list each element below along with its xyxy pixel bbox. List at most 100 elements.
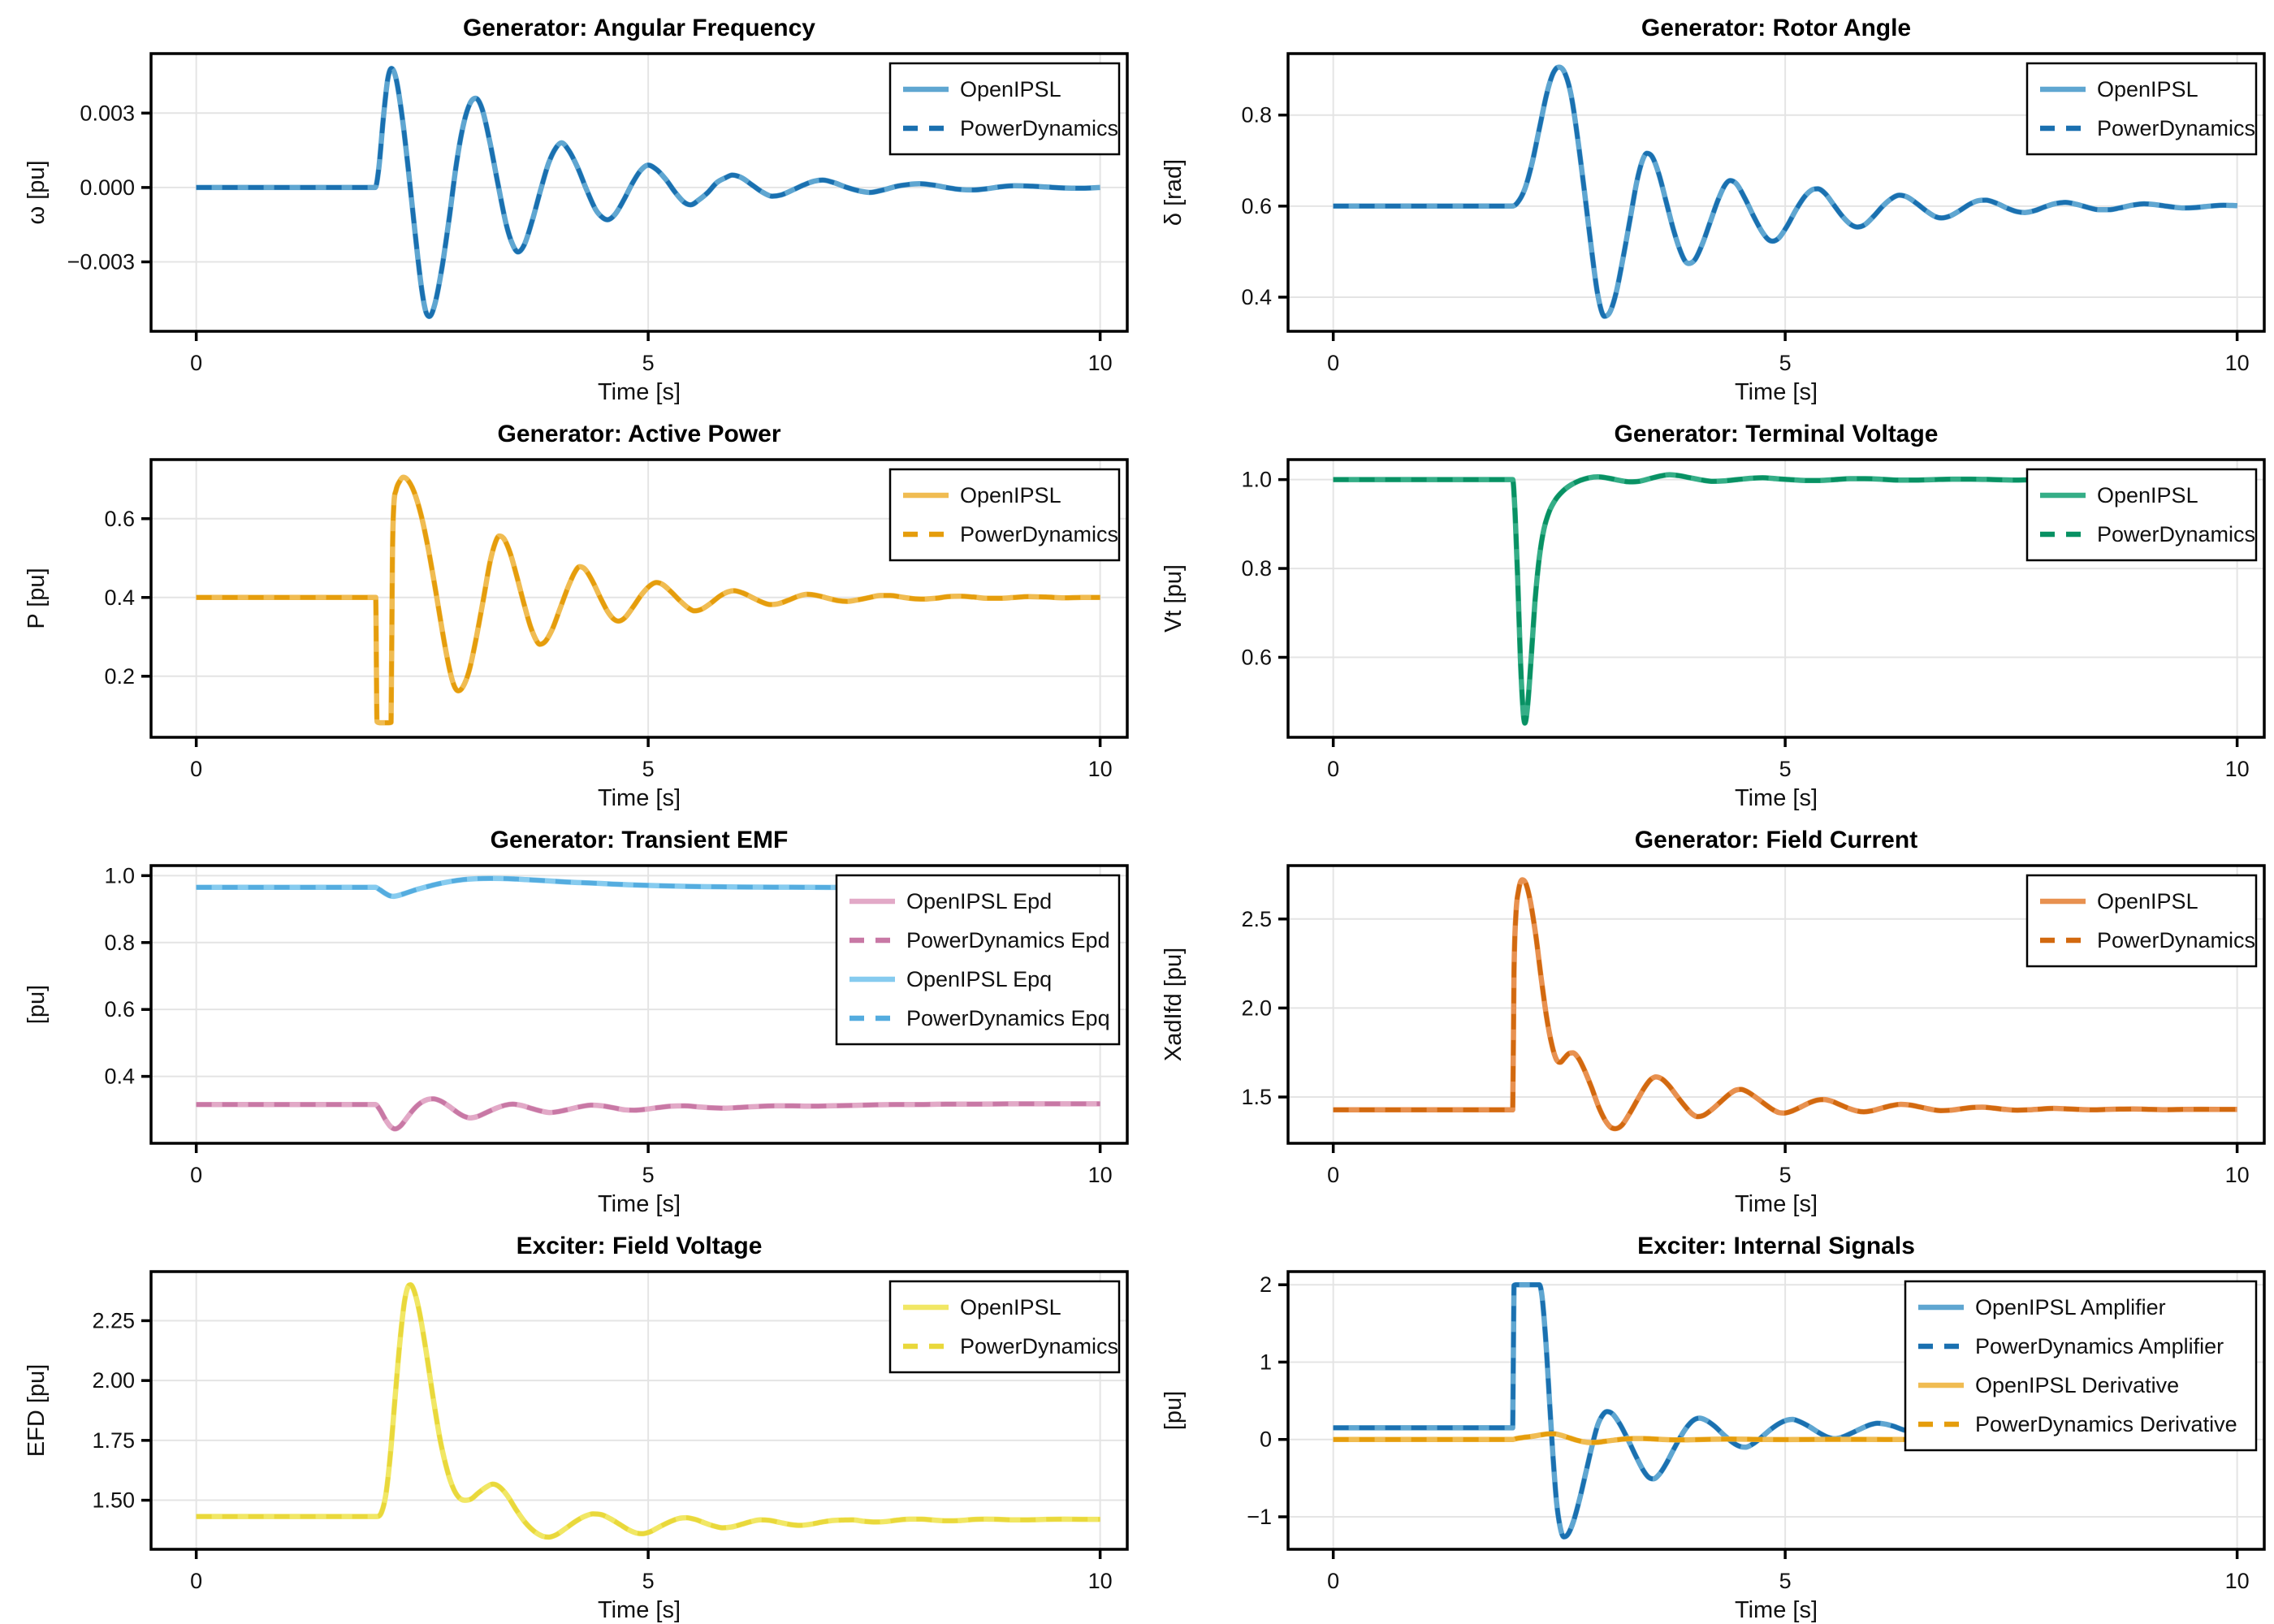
- legend: OpenIPSL PowerDynamics: [2025, 468, 2258, 562]
- x-axis-label: Time [s]: [598, 379, 681, 405]
- transient-emf-canvas: 0 5 10 1.0 0.8 0.6 0.4 Time [s] [pu] Generator: T…: [24, 827, 1129, 1217]
- plot-title: Generator: Rotor Angle: [1641, 15, 1911, 41]
- series-powerdynamics: [1333, 472, 2237, 726]
- y-axis-label: EFD [pu]: [24, 1364, 50, 1457]
- y-tick-label: 1.0: [1241, 468, 1272, 492]
- y-tick-label: 0.4: [104, 585, 135, 610]
- active-power-canvas: 0 5 10 0.6 0.4 0.2 Time [s] P [pu] Generator: Ac…: [24, 421, 1129, 811]
- legend-box: [2025, 468, 2258, 562]
- x-tick-label: 10: [2225, 757, 2250, 781]
- terminal-voltage-canvas: 0 5 10 1.0 0.8 0.6 Time [s] Vt [pu] Generator: T…: [1161, 421, 2266, 811]
- legend: OpenIPSL Amplifier PowerDynamics Amplifie…: [1904, 1280, 2258, 1452]
- subplot-angular-frequency: 0 5 10 0.003 0.000 −0.003 Time [s] ω [pu] Genera…: [0, 0, 1137, 406]
- y-tick-label: 1.0: [104, 863, 135, 888]
- x-axis-label: Time [s]: [1735, 1597, 1818, 1623]
- y-tick-label: 0.6: [104, 997, 135, 1021]
- y-tick-label: 0: [1260, 1427, 1272, 1452]
- plot-frame: [149, 52, 1129, 333]
- y-tick-label: 1.5: [1241, 1085, 1272, 1109]
- legend-label: PowerDynamics Derivative: [1975, 1412, 2237, 1436]
- y-axis-label: Vt [pu]: [1161, 564, 1187, 633]
- legend-label: OpenIPSL: [2097, 77, 2198, 102]
- subplot-active-power: 0 5 10 0.6 0.4 0.2 Time [s] P [pu] Generator: Ac…: [0, 406, 1137, 812]
- subplot-field-current: 0 5 10 2.5 2.0 1.5 Time [s] XadIfd [pu] Generato…: [1137, 812, 2274, 1218]
- series-powerdynamics: [196, 66, 1100, 319]
- x-axis-label: Time [s]: [598, 785, 681, 811]
- subplot-transient-emf: 0 5 10 1.0 0.8 0.6 0.4 Time [s] [pu] Generator: T…: [0, 812, 1137, 1218]
- legend-label: OpenIPSL Amplifier: [1975, 1295, 2166, 1320]
- legend-box: [888, 1280, 1121, 1374]
- legend-label: PowerDynamics: [2097, 522, 2255, 546]
- x-tick-label: 0: [190, 1569, 202, 1593]
- y-tick-label: 1: [1260, 1350, 1272, 1374]
- legend-label: PowerDynamics Epd: [906, 928, 1110, 952]
- subplot-terminal-voltage: 0 5 10 1.0 0.8 0.6 Time [s] Vt [pu] Generator: T…: [1137, 406, 2274, 812]
- legend: OpenIPSL PowerDynamics: [888, 1280, 1121, 1374]
- x-tick-label: 10: [1088, 1569, 1113, 1593]
- y-tick-label: 0.003: [80, 101, 135, 125]
- x-tick-label: 0: [1327, 757, 1339, 781]
- subplot-internal-signals: 0 5 10 2 1 0 −1 Time [s] [pu] Exciter: Internal S…: [1137, 1218, 2274, 1624]
- legend: OpenIPSL PowerDynamics: [2025, 62, 2258, 156]
- subplot-field-voltage: 0 5 10 2.25 2.00 1.75 1.50 Time [s] EFD [pu] Exci…: [0, 1218, 1137, 1624]
- x-tick-label: 5: [1779, 1163, 1792, 1187]
- legend: OpenIPSL Epd PowerDynamics Epd OpenIPSL Ep…: [835, 874, 1121, 1046]
- field-current-canvas: 0 5 10 2.5 2.0 1.5 Time [s] XadIfd [pu] Generato…: [1161, 827, 2266, 1217]
- y-tick-label: 0.4: [104, 1065, 135, 1089]
- x-tick-label: 5: [642, 351, 655, 375]
- x-tick-label: 0: [1327, 351, 1339, 375]
- y-axis-label: [pu]: [1161, 1391, 1187, 1430]
- legend-box: [2025, 874, 2258, 968]
- plot-frame: [149, 864, 1129, 1145]
- y-tick-label: 0.4: [1241, 285, 1272, 309]
- y-tick-label: 0.8: [104, 931, 135, 955]
- series-powerdynamics-derivative: [1333, 1432, 2237, 1445]
- plot-title: Generator: Transient EMF: [491, 827, 789, 853]
- series-openipsl: [1333, 64, 2237, 319]
- y-tick-label: −0.003: [67, 250, 135, 274]
- plot-frame: [1286, 458, 2266, 739]
- series-powerdynamics: [196, 1282, 1100, 1540]
- y-axis-label: P [pu]: [24, 568, 50, 628]
- angular-frequency-canvas: 0 5 10 0.003 0.000 −0.003 Time [s] ω [pu] Genera…: [24, 15, 1129, 405]
- y-tick-label: 2.5: [1241, 907, 1272, 931]
- x-tick-label: 5: [642, 1163, 655, 1187]
- x-axis-label: Time [s]: [598, 1597, 681, 1623]
- x-tick-label: 10: [2225, 1569, 2250, 1593]
- x-tick-label: 10: [1088, 1163, 1113, 1187]
- x-tick-label: 0: [190, 351, 202, 375]
- legend-label: PowerDynamics: [960, 1334, 1118, 1358]
- x-axis-label: Time [s]: [598, 1191, 681, 1217]
- legend-label: PowerDynamics: [2097, 116, 2255, 140]
- legend-label: PowerDynamics Epq: [906, 1006, 1110, 1030]
- x-tick-label: 10: [2225, 351, 2250, 375]
- y-axis-label: δ [rad]: [1161, 159, 1187, 226]
- plot-frame: [1286, 864, 2266, 1145]
- y-tick-label: 0.6: [1241, 646, 1272, 670]
- x-tick-label: 10: [2225, 1163, 2250, 1187]
- subplot-rotor-angle: 0 5 10 0.8 0.6 0.4 Time [s] δ [rad] Generator: R…: [1137, 0, 2274, 406]
- plot-frame: [1286, 1270, 2266, 1551]
- legend-label: PowerDynamics: [960, 116, 1118, 140]
- series-powerdynamics: [1333, 877, 2237, 1131]
- legend-label: OpenIPSL Derivative: [1975, 1373, 2179, 1397]
- plot-title: Generator: Field Current: [1635, 827, 1917, 853]
- y-tick-label: 0.8: [1241, 556, 1272, 581]
- legend-label: OpenIPSL Epq: [906, 967, 1052, 991]
- y-axis-label: XadIfd [pu]: [1161, 948, 1187, 1061]
- legend-label: PowerDynamics: [960, 522, 1118, 546]
- legend-box: [2025, 62, 2258, 156]
- legend-label: OpenIPSL: [2097, 889, 2198, 914]
- legend-label: PowerDynamics: [2097, 928, 2255, 952]
- y-tick-label: 1.50: [92, 1488, 135, 1513]
- plot-title: Exciter: Internal Signals: [1637, 1233, 1915, 1259]
- y-tick-label: 0.6: [1241, 194, 1272, 218]
- y-tick-label: 0.000: [80, 175, 135, 200]
- x-tick-label: 0: [190, 1163, 202, 1187]
- x-tick-label: 10: [1088, 351, 1113, 375]
- plot-frame: [1286, 52, 2266, 333]
- legend-label: PowerDynamics Amplifier: [1975, 1334, 2224, 1358]
- legend-box: [888, 62, 1121, 156]
